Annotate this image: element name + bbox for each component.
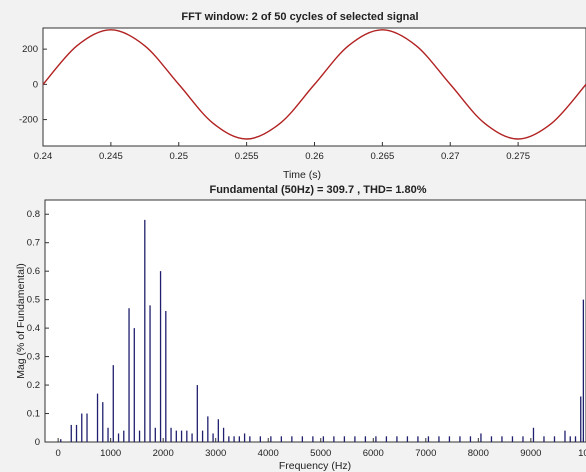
spectrum-plot-y-ticks: 0 0.1 0.2 0.3 0.4 0.5 0.6 0.7 0.8	[27, 209, 49, 448]
spectrum-y-tick-label: 0.8	[27, 209, 40, 220]
harmonic-bars	[60, 219, 585, 442]
time-x-tick-label: 0.275	[506, 151, 530, 162]
spectrum-plot-x-label: Frequency (Hz)	[279, 460, 351, 472]
signal-line	[42, 29, 586, 140]
spectrum-y-tick-label: 0.7	[27, 238, 40, 249]
spectrum-y-tick-label: 0.1	[27, 409, 40, 420]
spectrum-x-tick-label: 6000	[363, 448, 384, 459]
time-plot-axes	[42, 27, 586, 147]
spectrum-x-tick-label: 0	[55, 448, 60, 459]
time-x-tick-label: 0.27	[441, 151, 460, 162]
time-y-tick-label: -200	[19, 115, 38, 126]
spectrum-x-tick-label: 8000	[468, 448, 489, 459]
spectrum-plot-title: Fundamental (50Hz) = 309.7 , THD= 1.80%	[209, 184, 426, 196]
spectrum-x-tick-label: 3000	[205, 448, 226, 459]
spectrum-plot-axes	[44, 199, 586, 443]
spectrum-x-tick-label: 4000	[258, 448, 279, 459]
spectrum-plot: Fundamental (50Hz) = 309.7 , THD= 1.80% …	[15, 184, 586, 472]
spectrum-x-tick-label: 2000	[153, 448, 174, 459]
spectrum-y-tick-label: 0.6	[27, 266, 40, 277]
time-x-tick-label: 0.265	[370, 151, 394, 162]
time-y-tick-label: 0	[33, 79, 38, 90]
spectrum-y-tick-label: 0	[35, 437, 40, 448]
spectrum-y-tick-label: 0.4	[27, 323, 40, 334]
spectrum-y-tick-label: 0.5	[27, 295, 40, 306]
spectrum-y-tick-label: 0.2	[27, 380, 40, 391]
time-plot-title: FFT window: 2 of 50 cycles of selected s…	[181, 11, 418, 23]
time-signal-plot: FFT window: 2 of 50 cycles of selected s…	[19, 11, 586, 181]
time-x-tick-label: 0.25	[170, 151, 189, 162]
spectrum-y-tick-label: 0.3	[27, 352, 40, 363]
time-x-tick-label: 0.24	[34, 151, 53, 162]
spectrum-x-tick-label: 9000	[520, 448, 541, 459]
time-x-tick-label: 0.26	[305, 151, 324, 162]
spectrum-x-tick-label: 5000	[310, 448, 331, 459]
time-x-tick-label: 0.245	[99, 151, 123, 162]
time-x-tick-label: 0.255	[235, 151, 259, 162]
spectrum-plot-y-label: Mag (% of Fundamental)	[15, 263, 27, 379]
spectrum-x-tick-label: 1000	[100, 448, 121, 459]
time-y-tick-label: 200	[22, 44, 38, 55]
spectrum-x-tick-label: 7000	[415, 448, 436, 459]
time-plot-x-label: Time (s)	[283, 169, 321, 181]
spectrum-x-tick-label: 10	[578, 448, 586, 459]
spectrum-plot-x-ticks: 0 1000 2000 3000 4000 5000 6000 7000 8000 9000 10	[55, 438, 586, 459]
time-plot-x-ticks: 0.24 0.245 0.25 0.255 0.26 0.265 0.27 0.275	[34, 142, 530, 162]
